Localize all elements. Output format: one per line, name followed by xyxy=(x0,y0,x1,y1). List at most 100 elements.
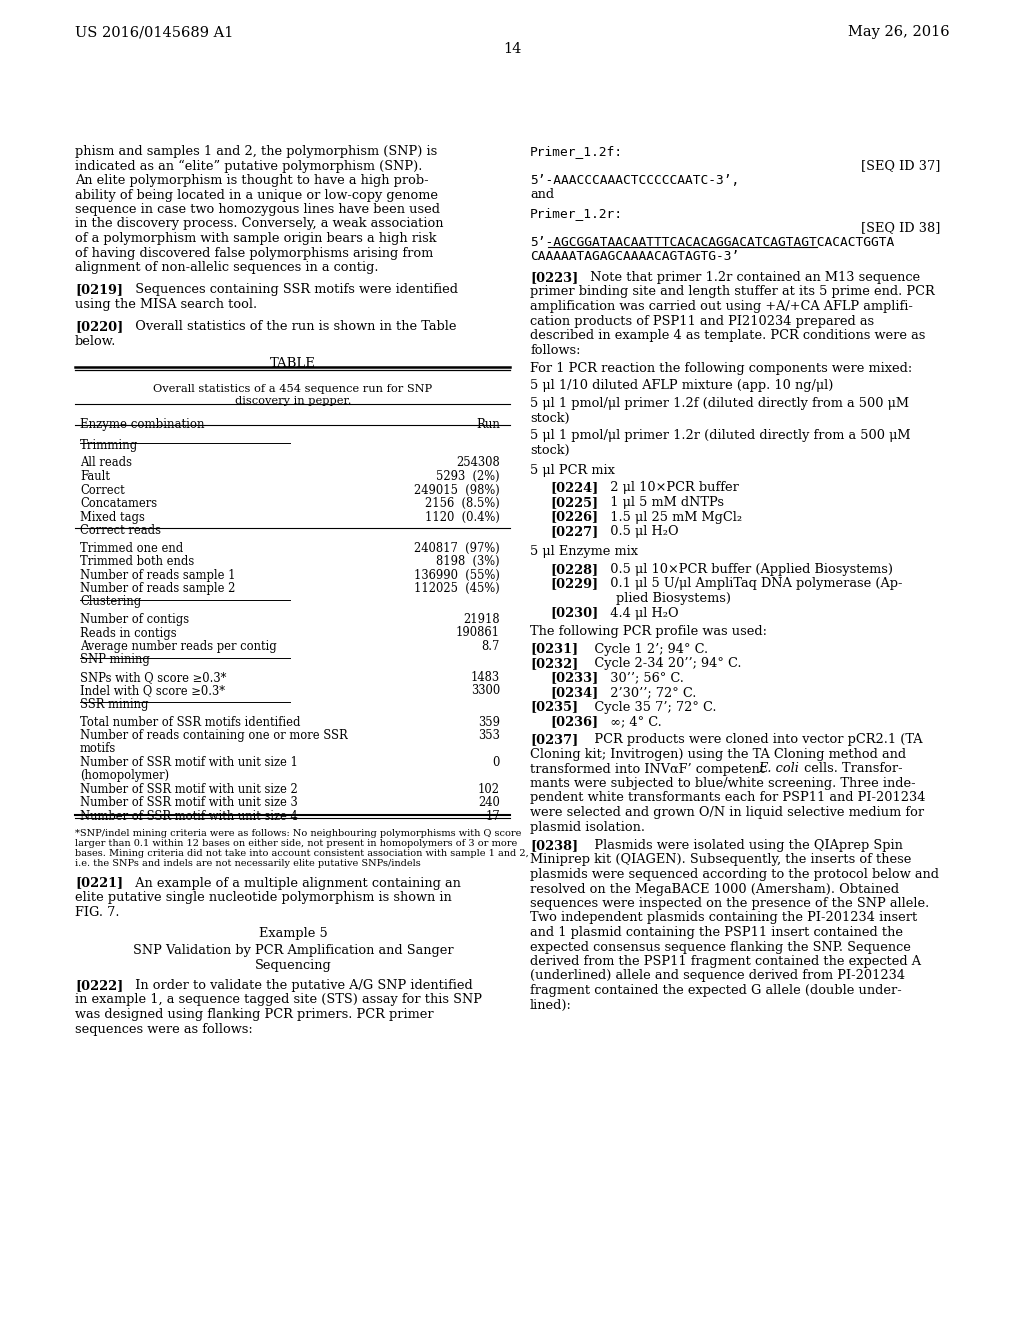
Text: Primer_1.2r:: Primer_1.2r: xyxy=(530,207,623,220)
Text: in the discovery process. Conversely, a weak association: in the discovery process. Conversely, a … xyxy=(75,218,443,231)
Text: [0229]: [0229] xyxy=(550,578,598,590)
Text: plasmid isolation.: plasmid isolation. xyxy=(530,821,645,833)
Text: 136990  (55%): 136990 (55%) xyxy=(414,569,500,582)
Text: SNP Validation by PCR Amplification and Sanger: SNP Validation by PCR Amplification and … xyxy=(133,944,454,957)
Text: stock): stock) xyxy=(530,412,569,425)
Text: i.e. the SNPs and indels are not necessarily elite putative SNPs/indels: i.e. the SNPs and indels are not necessa… xyxy=(75,858,421,867)
Text: plasmids were sequenced according to the protocol below and: plasmids were sequenced according to the… xyxy=(530,869,939,880)
Text: 3300: 3300 xyxy=(471,685,500,697)
Text: Average number reads per contig: Average number reads per contig xyxy=(80,640,276,653)
Text: follows:: follows: xyxy=(530,343,581,356)
Text: were selected and grown O/N in liquid selective medium for: were selected and grown O/N in liquid se… xyxy=(530,807,924,818)
Text: of having discovered false polymorphisms arising from: of having discovered false polymorphisms… xyxy=(75,247,433,260)
Text: [0235]: [0235] xyxy=(530,701,579,714)
Text: SSR mining: SSR mining xyxy=(80,698,148,711)
Text: 8.7: 8.7 xyxy=(481,640,500,653)
Text: Two independent plasmids containing the PI-201234 insert: Two independent plasmids containing the … xyxy=(530,912,918,924)
Text: 240817  (97%): 240817 (97%) xyxy=(415,541,500,554)
Text: [0238]: [0238] xyxy=(530,840,579,851)
Text: 30’’; 56° C.: 30’’; 56° C. xyxy=(602,672,684,685)
Text: 112025  (45%): 112025 (45%) xyxy=(415,582,500,595)
Text: 359: 359 xyxy=(478,715,500,729)
Text: 2 μl 10×PCR buffer: 2 μl 10×PCR buffer xyxy=(602,482,739,495)
Text: Number of reads sample 1: Number of reads sample 1 xyxy=(80,569,236,582)
Text: Mixed tags: Mixed tags xyxy=(80,511,144,524)
Text: larger than 0.1 within 12 bases on either side, not present in homopolymers of 3: larger than 0.1 within 12 bases on eithe… xyxy=(75,838,517,847)
Text: below.: below. xyxy=(75,335,117,348)
Text: [0222]: [0222] xyxy=(75,979,123,993)
Text: fragment contained the expected G allele (double under-: fragment contained the expected G allele… xyxy=(530,983,902,997)
Text: elite putative single nucleotide polymorphism is shown in: elite putative single nucleotide polymor… xyxy=(75,891,452,904)
Text: 1.5 μl 25 mM MgCl₂: 1.5 μl 25 mM MgCl₂ xyxy=(602,511,742,524)
Text: alignment of non-allelic sequences in a contig.: alignment of non-allelic sequences in a … xyxy=(75,261,379,275)
Text: [0219]: [0219] xyxy=(75,284,123,297)
Text: Number of reads containing one or more SSR: Number of reads containing one or more S… xyxy=(80,729,348,742)
Text: Cycle 35 7’; 72° C.: Cycle 35 7’; 72° C. xyxy=(582,701,717,714)
Text: 254308: 254308 xyxy=(457,457,500,470)
Text: Trimmed both ends: Trimmed both ends xyxy=(80,554,195,568)
Text: Correct reads: Correct reads xyxy=(80,524,161,537)
Text: Clustering: Clustering xyxy=(80,595,141,609)
Text: primer binding site and length stuffer at its 5 prime end. PCR: primer binding site and length stuffer a… xyxy=(530,285,935,298)
Text: 5 μl PCR mix: 5 μl PCR mix xyxy=(530,465,614,477)
Text: Cloning kit; Invitrogen) using the TA Cloning method and: Cloning kit; Invitrogen) using the TA Cl… xyxy=(530,748,906,762)
Text: ∞; 4° C.: ∞; 4° C. xyxy=(602,715,662,729)
Text: Number of SSR motif with unit size 2: Number of SSR motif with unit size 2 xyxy=(80,783,298,796)
Text: Plasmids were isolated using the QIAprep Spin: Plasmids were isolated using the QIAprep… xyxy=(582,840,903,851)
Text: [0226]: [0226] xyxy=(550,511,598,524)
Text: Number of SSR motif with unit size 4: Number of SSR motif with unit size 4 xyxy=(80,810,298,822)
Text: US 2016/0145689 A1: US 2016/0145689 A1 xyxy=(75,25,233,40)
Text: transformed into INVαF’ competent: transformed into INVαF’ competent xyxy=(530,763,769,776)
Text: [0232]: [0232] xyxy=(530,657,579,671)
Text: in example 1, a sequence tagged site (STS) assay for this SNP: in example 1, a sequence tagged site (ST… xyxy=(75,994,482,1006)
Text: [0236]: [0236] xyxy=(550,715,598,729)
Text: 353: 353 xyxy=(478,729,500,742)
Text: resolved on the MegaBACE 1000 (Amersham). Obtained: resolved on the MegaBACE 1000 (Amersham)… xyxy=(530,883,899,895)
Text: 190861: 190861 xyxy=(456,627,500,639)
Text: lined):: lined): xyxy=(530,998,571,1011)
Text: Indel with Q score ≥0.3*: Indel with Q score ≥0.3* xyxy=(80,685,225,697)
Text: Miniprep kit (QIAGEN). Subsequently, the inserts of these: Miniprep kit (QIAGEN). Subsequently, the… xyxy=(530,854,911,866)
Text: SNPs with Q score ≥0.3*: SNPs with Q score ≥0.3* xyxy=(80,671,226,684)
Text: E. coli: E. coli xyxy=(758,763,799,776)
Text: ability of being located in a unique or low-copy genome: ability of being located in a unique or … xyxy=(75,189,438,202)
Text: Concatamers: Concatamers xyxy=(80,498,157,510)
Text: 5’-AGCGGATAACAATTTCACACAGGACATCAGTAGTCACACTGGTA: 5’-AGCGGATAACAATTTCACACAGGACATCAGTAGTCAC… xyxy=(530,236,894,249)
Text: [0234]: [0234] xyxy=(550,686,598,700)
Text: expected consensus sequence flanking the SNP. Sequence: expected consensus sequence flanking the… xyxy=(530,940,911,953)
Text: 17: 17 xyxy=(485,810,500,822)
Text: May 26, 2016: May 26, 2016 xyxy=(848,25,950,40)
Text: 0: 0 xyxy=(493,756,500,770)
Text: (underlined) allele and sequence derived from PI-201234: (underlined) allele and sequence derived… xyxy=(530,969,905,982)
Text: indicated as an “elite” putative polymorphism (SNP).: indicated as an “elite” putative polymor… xyxy=(75,160,422,173)
Text: [0224]: [0224] xyxy=(550,482,598,495)
Text: described in example 4 as template. PCR conditions were as: described in example 4 as template. PCR … xyxy=(530,329,926,342)
Text: Number of SSR motif with unit size 1: Number of SSR motif with unit size 1 xyxy=(80,756,298,770)
Text: cation products of PSP11 and PI210234 prepared as: cation products of PSP11 and PI210234 pr… xyxy=(530,314,874,327)
Text: using the MISA search tool.: using the MISA search tool. xyxy=(75,298,257,312)
Text: Overall statistics of a 454 sequence run for SNP: Overall statistics of a 454 sequence run… xyxy=(154,384,432,393)
Text: For 1 PCR reaction the following components were mixed:: For 1 PCR reaction the following compone… xyxy=(530,362,912,375)
Text: Reads in contigs: Reads in contigs xyxy=(80,627,176,639)
Text: [0228]: [0228] xyxy=(550,564,598,576)
Text: (homopolymer): (homopolymer) xyxy=(80,770,169,783)
Text: 249015  (98%): 249015 (98%) xyxy=(415,483,500,496)
Text: [0220]: [0220] xyxy=(75,321,123,334)
Text: 5 μl Enzyme mix: 5 μl Enzyme mix xyxy=(530,545,638,558)
Text: TABLE: TABLE xyxy=(270,356,316,370)
Text: [0225]: [0225] xyxy=(550,496,598,510)
Text: 5293  (2%): 5293 (2%) xyxy=(436,470,500,483)
Text: 1483: 1483 xyxy=(471,671,500,684)
Text: 14: 14 xyxy=(503,42,521,55)
Text: [0227]: [0227] xyxy=(550,525,598,539)
Text: sequences were as follows:: sequences were as follows: xyxy=(75,1023,253,1035)
Text: 0.5 μl 10×PCR buffer (Applied Biosystems): 0.5 μl 10×PCR buffer (Applied Biosystems… xyxy=(602,564,893,576)
Text: of a polymorphism with sample origin bears a high risk: of a polymorphism with sample origin bea… xyxy=(75,232,436,246)
Text: An elite polymorphism is thought to have a high prob-: An elite polymorphism is thought to have… xyxy=(75,174,429,187)
Text: 1 μl 5 mM dNTPs: 1 μl 5 mM dNTPs xyxy=(602,496,724,510)
Text: motifs: motifs xyxy=(80,742,117,755)
Text: sequences were inspected on the presence of the SNP allele.: sequences were inspected on the presence… xyxy=(530,898,929,909)
Text: bases. Mining criteria did not take into account consistent association with sam: bases. Mining criteria did not take into… xyxy=(75,849,528,858)
Text: discovery in pepper.: discovery in pepper. xyxy=(234,396,351,407)
Text: All reads: All reads xyxy=(80,457,132,470)
